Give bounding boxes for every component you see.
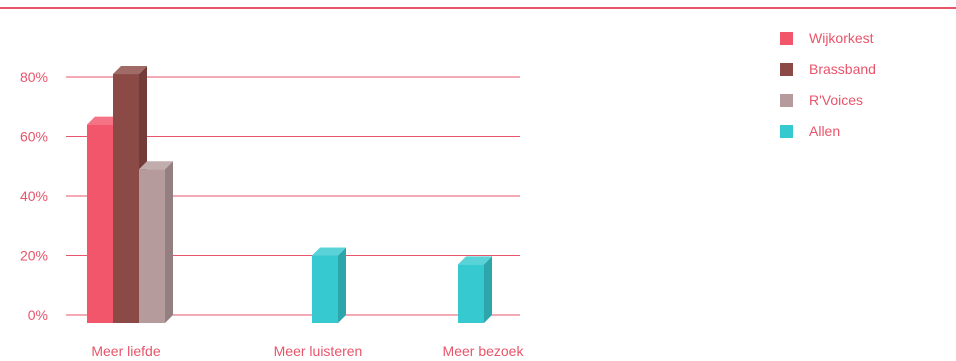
bar-allen-1 bbox=[312, 247, 346, 323]
bar-group bbox=[87, 66, 492, 324]
y-tick-label: 80% bbox=[20, 69, 48, 85]
x-category-label: Meer liefde bbox=[91, 343, 160, 359]
legend: Wijkorkest Brassband R'Voices Allen bbox=[780, 28, 876, 152]
legend-label-rvoices: R'Voices bbox=[809, 92, 864, 108]
x-axis-categories: Meer liefde Meer luisteren Meer bezoek bbox=[91, 343, 524, 359]
legend-swatch-rvoices bbox=[780, 93, 793, 107]
legend-item-allen: Allen bbox=[780, 121, 876, 141]
top-divider bbox=[0, 7, 956, 9]
legend-label-wijkorkest: Wijkorkest bbox=[809, 30, 874, 46]
bar-r-voices-0 bbox=[139, 161, 173, 323]
legend-swatch-allen bbox=[780, 124, 793, 138]
legend-label-allen: Allen bbox=[809, 123, 841, 139]
legend-item-brassband: Brassband bbox=[780, 59, 876, 79]
legend-label-brassband: Brassband bbox=[809, 61, 876, 77]
y-tick-label: 0% bbox=[28, 307, 48, 323]
legend-item-rvoices: R'Voices bbox=[780, 90, 876, 110]
legend-swatch-brassband bbox=[780, 62, 793, 76]
bar-allen-2 bbox=[458, 256, 492, 323]
y-axis-ticks: 0% 20% 40% 60% 80% bbox=[20, 69, 48, 323]
y-tick-label: 40% bbox=[20, 188, 48, 204]
x-category-label: Meer luisteren bbox=[274, 343, 363, 359]
x-category-label: Meer bezoek bbox=[443, 343, 525, 359]
y-tick-label: 60% bbox=[20, 129, 48, 145]
legend-swatch-wijkorkest bbox=[780, 31, 793, 45]
legend-item-wijkorkest: Wijkorkest bbox=[780, 28, 876, 48]
y-tick-label: 20% bbox=[20, 248, 48, 264]
